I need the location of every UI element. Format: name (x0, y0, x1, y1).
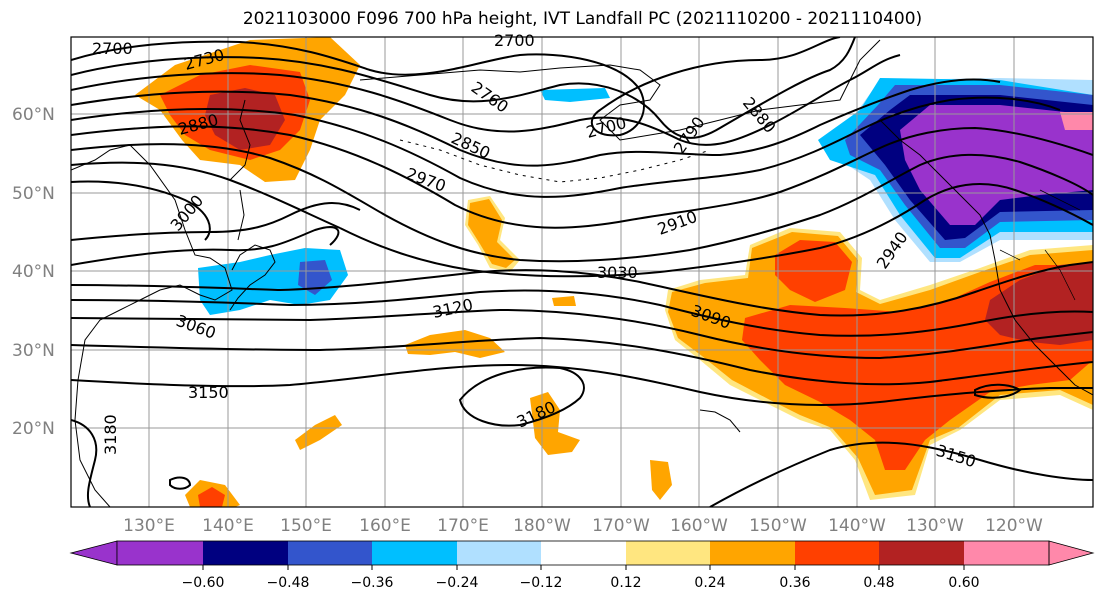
coast-nw-america (879, 119, 1093, 396)
coast-hawaii (699, 409, 741, 433)
colorbar: −0.60 −0.48 −0.36 −0.24 −0.12 0.12 0.24 … (69, 540, 1095, 591)
colorbar-tick-label: −0.60 (182, 575, 225, 591)
colorbar-segment (203, 541, 288, 565)
map-title: 2021103000 F096 700 hPa height, IVT Land… (242, 9, 923, 29)
colorbar-segment (710, 541, 795, 565)
colorbar-tick-label: −0.36 (351, 575, 394, 591)
contour-label: 3060 (174, 311, 219, 343)
colorbar-extend-low (69, 540, 118, 566)
colorbar-tick-label: −0.24 (436, 575, 479, 591)
lon-label: 120°W (985, 516, 1043, 536)
colorbar-outline (116, 540, 1050, 566)
coast-kamchatka (229, 99, 251, 181)
colorbar-tick-label: 0.60 (948, 575, 979, 591)
contour-label: 3150 (188, 383, 229, 402)
lon-label: 180°W (513, 516, 571, 536)
lat-label: 60°N (12, 105, 55, 125)
shade-purple-nw (900, 105, 1093, 225)
shade-orange-central4 (295, 415, 342, 450)
contour-label: 3120 (431, 295, 475, 322)
contour-label: 2700 (494, 31, 535, 50)
contour-label: 3150 (934, 441, 979, 472)
contour-label: 2760 (468, 78, 512, 117)
colorbar-segment (372, 541, 457, 565)
shade-orange-central5 (552, 296, 576, 306)
contour-label: 2700 (92, 39, 133, 58)
lon-label: 170°W (592, 516, 650, 536)
lon-label: 160°W (670, 516, 728, 536)
height-contours (71, 37, 1093, 507)
contour-label: 2910 (655, 207, 700, 239)
coast-alaska (359, 39, 881, 141)
lon-label: 140°E (202, 516, 254, 536)
shade-pink-nw (1060, 112, 1093, 130)
shade-yellow-south (650, 460, 672, 500)
graticule (71, 37, 1093, 507)
colorbar-segment (879, 541, 964, 565)
colorbar-tick-label: 0.24 (694, 575, 725, 591)
lon-label: 130°W (906, 516, 964, 536)
lat-label: 50°N (12, 184, 55, 204)
colorbar-tick-label: −0.48 (267, 575, 310, 591)
shade-redorange-sw (198, 487, 225, 507)
contour-label: 3030 (597, 263, 638, 282)
coast-japan (229, 244, 276, 311)
colorbar-tick-label: 0.36 (779, 575, 810, 591)
lon-label: 150°W (749, 516, 807, 536)
map-area (71, 37, 1093, 507)
latitude-labels: 60°N 50°N 40°N 30°N 20°N (12, 105, 55, 439)
lon-label: 140°W (828, 516, 886, 536)
lat-label: 40°N (12, 262, 55, 282)
shade-cyan-bering (540, 88, 610, 102)
coast-asia (71, 144, 233, 507)
colorbar-segment (964, 541, 1049, 565)
colorbar-segment (288, 541, 372, 565)
contour-label: 2850 (448, 128, 493, 162)
colorbar-tick-label: 0.12 (610, 575, 641, 591)
colorbar-ticks (202, 565, 965, 570)
coast-sakhalin (237, 189, 245, 241)
lon-label: 130°E (123, 516, 175, 536)
colorbar-segment (795, 541, 879, 565)
shade-orange-central2 (405, 330, 505, 358)
contour-label: 3180 (101, 414, 120, 455)
colorbar-tick-label: 0.48 (863, 575, 894, 591)
coastlines (71, 39, 1093, 507)
lat-label: 20°N (12, 419, 55, 439)
map-frame (70, 36, 1094, 508)
lon-label: 150°E (280, 516, 332, 536)
contour-label: 2700 (584, 113, 628, 142)
colorbar-segment (541, 541, 626, 565)
colorbar-segment (626, 541, 710, 565)
contour-label: 3000 (167, 191, 208, 234)
coast-aleutians (399, 139, 711, 183)
colorbar-segment (457, 541, 541, 565)
lat-label: 30°N (12, 341, 55, 361)
colorbar-segment (117, 541, 203, 565)
shade-darkred-kamchatka (205, 88, 285, 150)
colorbar-tick-label: −0.12 (520, 575, 563, 591)
longitude-labels: 130°E 140°E 150°E 160°E 170°E 180°W 170°… (123, 516, 1043, 536)
lon-label: 160°E (359, 516, 411, 536)
lon-label: 170°E (437, 516, 489, 536)
borders-na (999, 189, 1081, 301)
colorbar-extend-high (1048, 540, 1095, 566)
contour-label: 2940 (873, 228, 912, 272)
